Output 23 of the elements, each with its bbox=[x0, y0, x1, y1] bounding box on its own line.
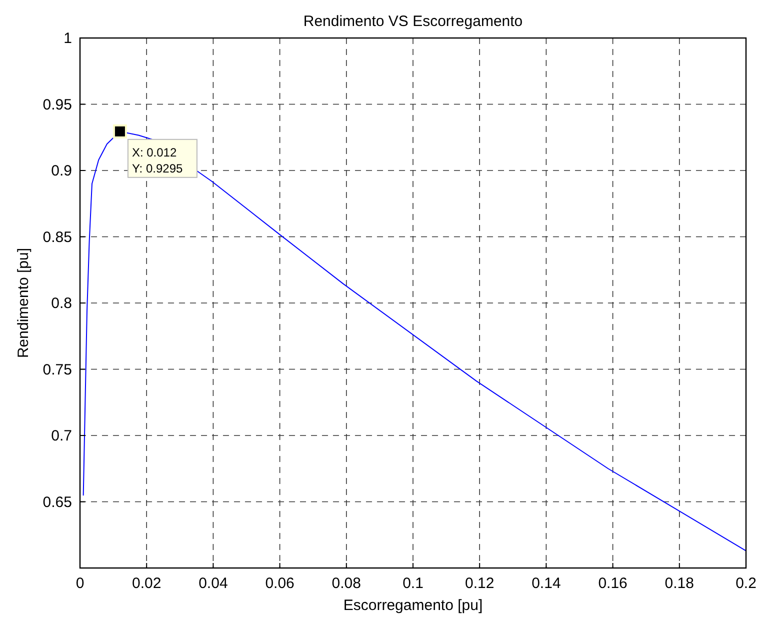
y-tick-label: 0.8 bbox=[51, 295, 72, 312]
x-tick-label: 0.2 bbox=[736, 575, 756, 592]
y-tick-label: 0.65 bbox=[42, 494, 72, 511]
x-tick-label: 0.1 bbox=[402, 575, 424, 592]
x-tick-label: 0.08 bbox=[332, 575, 361, 592]
annotation: X: 0.012 Y: 0.9295 bbox=[132, 145, 183, 176]
x-tick-label: 0.18 bbox=[664, 575, 694, 592]
chart-title: Rendimento VS Escorregamento bbox=[303, 13, 523, 30]
y-tick-label: 0.7 bbox=[51, 428, 72, 444]
y-tick-label: 0.85 bbox=[42, 228, 72, 246]
x-tick-label: 0.04 bbox=[198, 575, 228, 592]
x-tick-label: 0.12 bbox=[465, 575, 494, 592]
y-axis-title: Rendimento [pu] bbox=[15, 248, 32, 358]
y-tick-label: 0.9 bbox=[51, 162, 72, 180]
x-tick-label: 0.06 bbox=[265, 575, 294, 592]
x-tick-label: 0 bbox=[76, 575, 84, 592]
y-tick-label: 1 bbox=[64, 30, 72, 47]
x-tick-label: 0.14 bbox=[532, 575, 561, 592]
x-tick-label: 0.16 bbox=[598, 575, 628, 592]
y-tick-label: 0.75 bbox=[42, 361, 72, 378]
x-axis-title: Escorregamento [pu] bbox=[343, 597, 483, 614]
x-tick-label: 0.02 bbox=[132, 575, 162, 592]
y-tick-label: 0.95 bbox=[42, 96, 72, 114]
